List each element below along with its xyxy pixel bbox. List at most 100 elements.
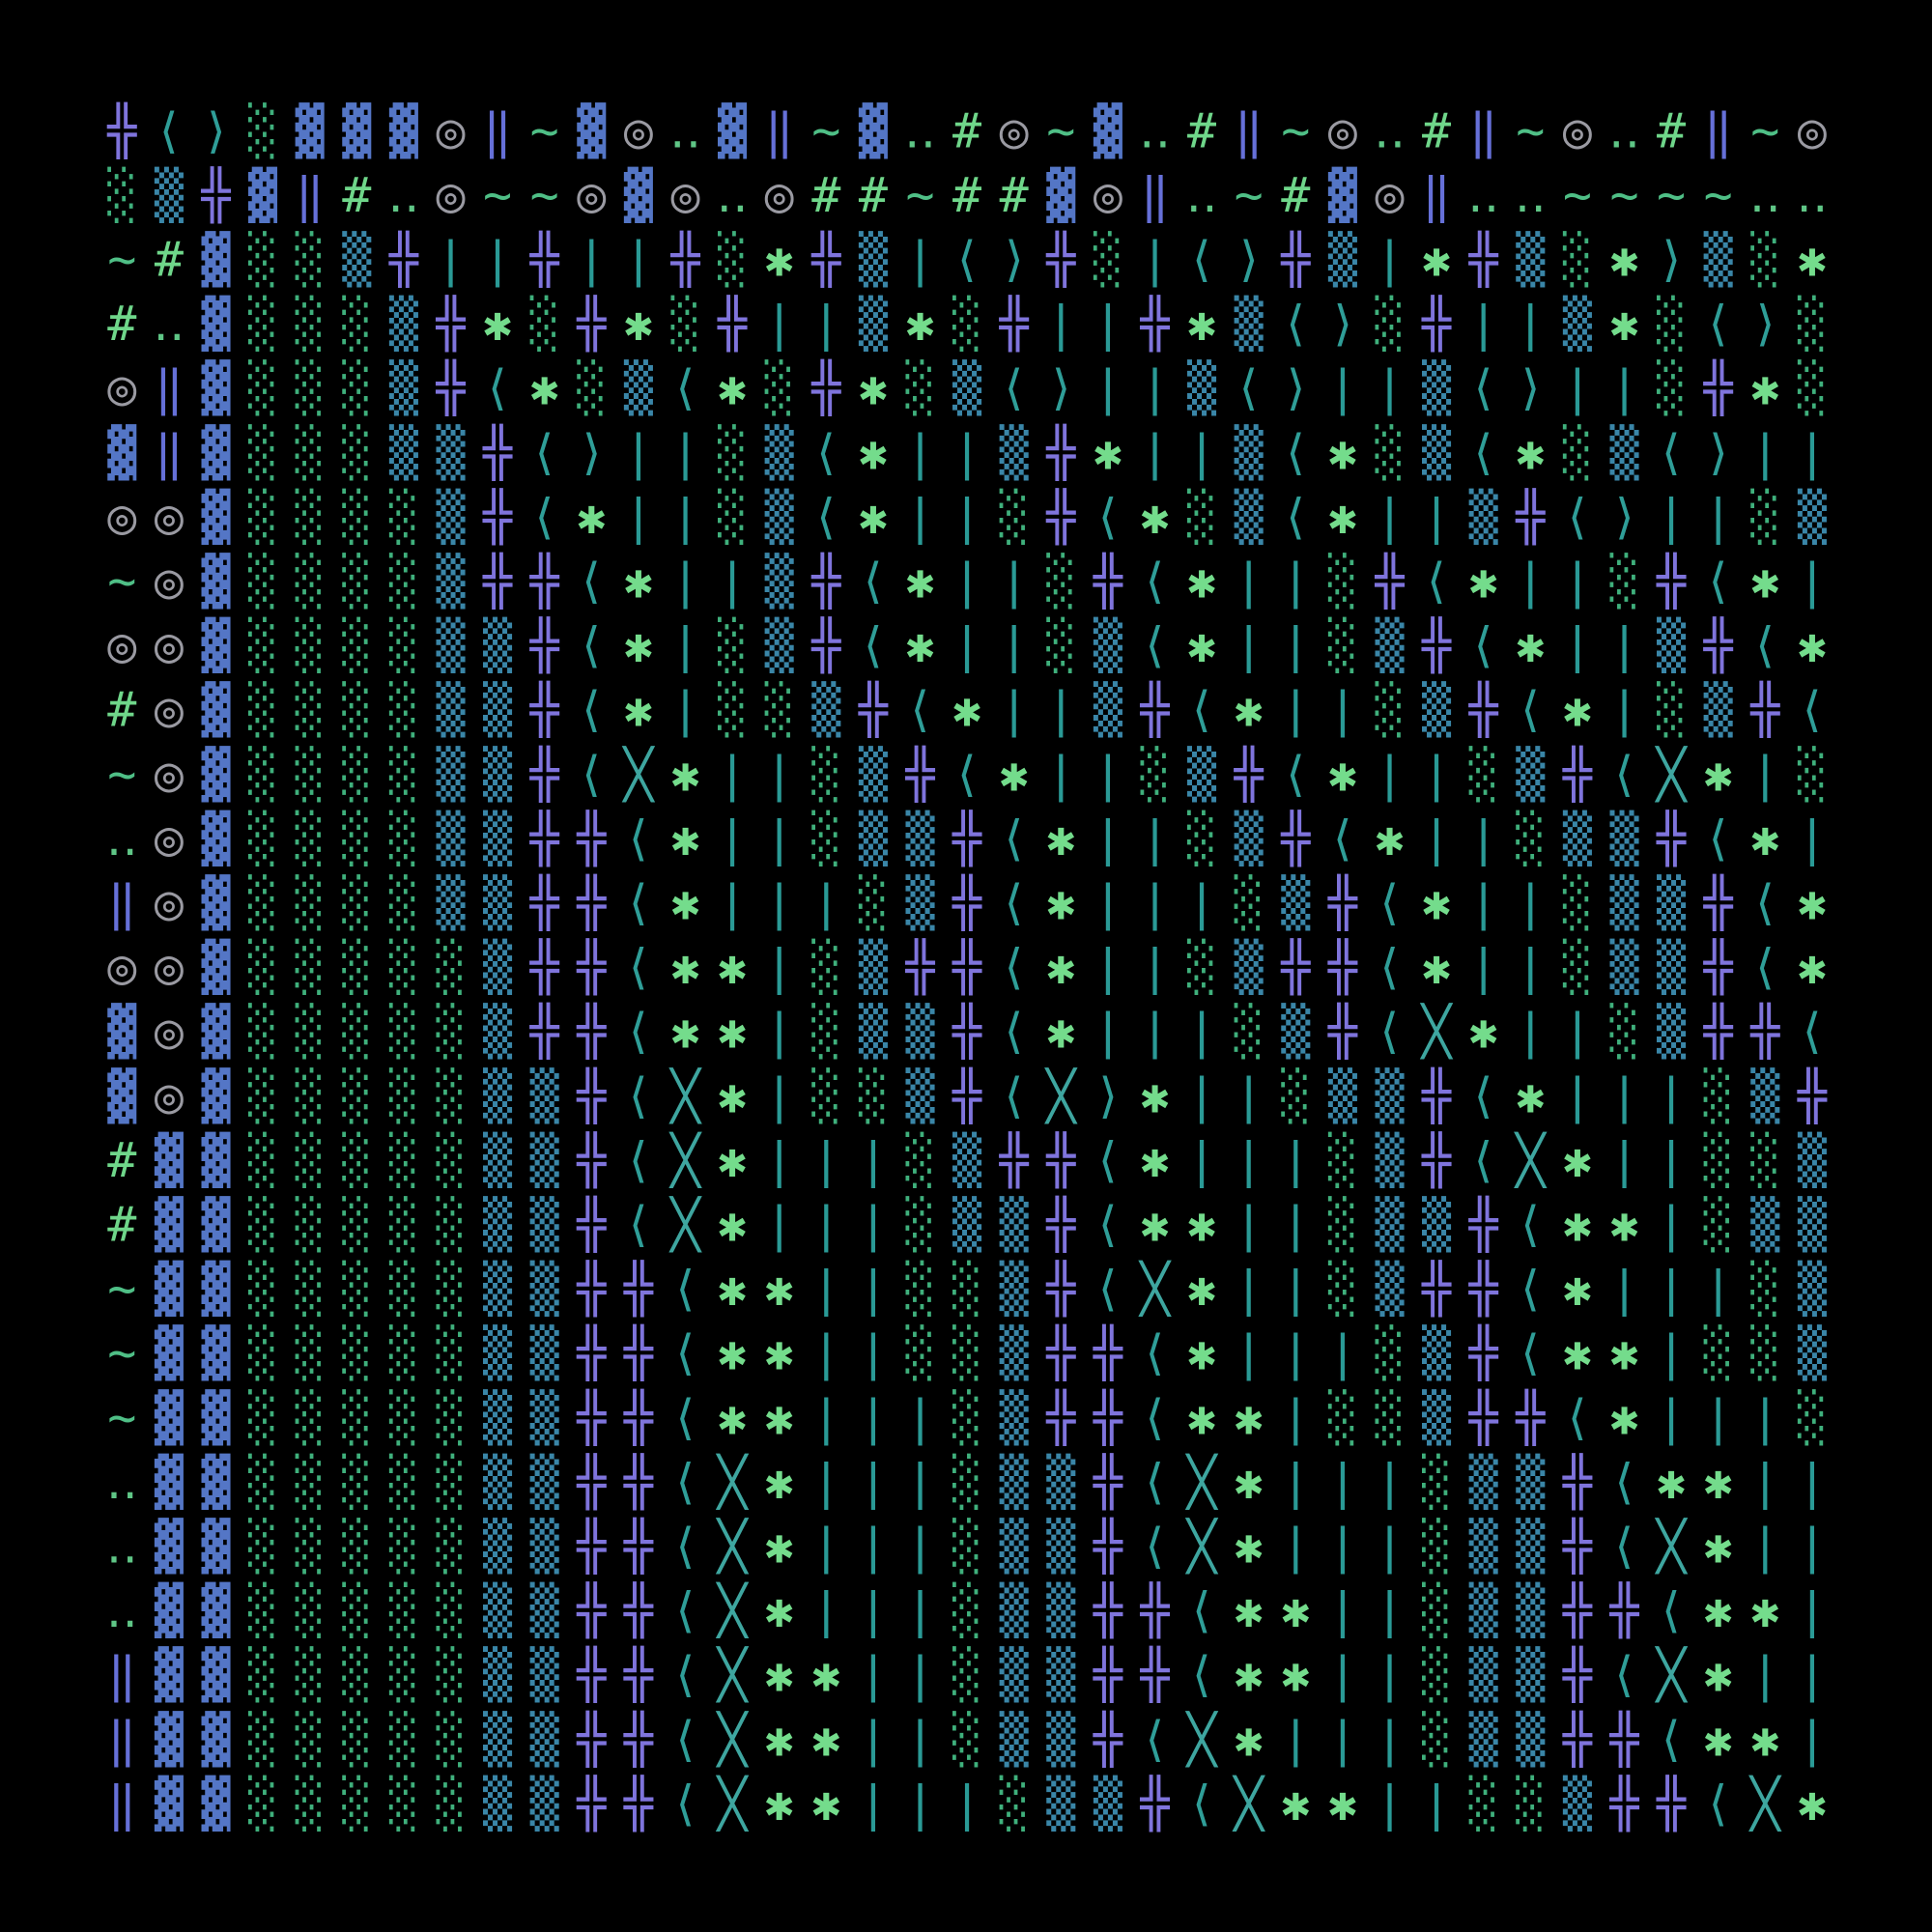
glyph: ▒ bbox=[1328, 231, 1358, 289]
glyph: ⟨ bbox=[905, 682, 934, 738]
glyph: ▒ bbox=[1469, 1646, 1499, 1704]
glyph: ◎ bbox=[155, 682, 184, 738]
glyph: ╬ bbox=[576, 1646, 607, 1704]
glyph: ⟨ bbox=[859, 554, 888, 610]
glyph: ✱ bbox=[1469, 1004, 1498, 1060]
glyph: ╬ bbox=[952, 1066, 982, 1124]
glyph: | bbox=[670, 554, 699, 610]
glyph: # bbox=[107, 1197, 136, 1253]
glyph: ⟨ bbox=[1750, 875, 1779, 931]
glyph: | bbox=[859, 1389, 888, 1445]
glyph: ╬ bbox=[576, 874, 607, 932]
glyph: # bbox=[952, 167, 981, 223]
glyph: ‖ bbox=[1704, 102, 1733, 158]
glyph: ░ bbox=[296, 488, 325, 546]
glyph: ░ bbox=[342, 1581, 371, 1639]
glyph: ╳ bbox=[1184, 1710, 1219, 1768]
glyph: | bbox=[1375, 232, 1404, 288]
glyph: ░ bbox=[342, 810, 371, 867]
glyph: ✱ bbox=[718, 360, 747, 416]
glyph: | bbox=[1094, 360, 1122, 416]
glyph: ~ bbox=[107, 232, 136, 288]
glyph: ✱ bbox=[1328, 1776, 1357, 1832]
glyph: ░ bbox=[296, 681, 325, 739]
glyph: | bbox=[1516, 875, 1545, 931]
glyph: ╬ bbox=[1703, 874, 1734, 932]
glyph: ⟨ bbox=[1609, 1647, 1638, 1703]
glyph: | bbox=[859, 1776, 888, 1832]
glyph: ~ bbox=[1563, 167, 1592, 223]
glyph: ░ bbox=[1750, 1131, 1779, 1189]
glyph: ╳ bbox=[1184, 1453, 1219, 1511]
glyph: | bbox=[1750, 746, 1779, 802]
glyph: ✱ bbox=[859, 424, 888, 480]
glyph: ✱ bbox=[670, 939, 699, 995]
glyph: | bbox=[952, 1776, 981, 1832]
glyph: ✱ bbox=[670, 875, 699, 931]
glyph: ░ bbox=[952, 1388, 981, 1446]
glyph: ░ bbox=[859, 1066, 888, 1124]
glyph: ▓ bbox=[577, 101, 607, 158]
glyph: ✱ bbox=[905, 296, 934, 352]
glyph: | bbox=[811, 1582, 840, 1638]
glyph: ░ bbox=[718, 231, 747, 289]
glyph: ╬ bbox=[623, 1388, 654, 1446]
glyph: | bbox=[952, 424, 981, 480]
glyph: | bbox=[1000, 682, 1029, 738]
glyph: ░ bbox=[248, 1581, 277, 1639]
glyph: ✱ bbox=[1235, 1389, 1264, 1445]
glyph: ▒ bbox=[483, 874, 513, 932]
glyph: ◎ bbox=[155, 554, 184, 610]
glyph: | bbox=[1516, 296, 1545, 352]
glyph: ░ bbox=[436, 1260, 465, 1318]
glyph: ▒ bbox=[483, 1710, 513, 1768]
glyph: ⟨ bbox=[1235, 360, 1264, 416]
glyph: ░ bbox=[342, 423, 371, 481]
glyph: ╬ bbox=[623, 1453, 654, 1511]
glyph: ▒ bbox=[1235, 423, 1264, 481]
glyph: ⟨ bbox=[1469, 360, 1498, 416]
glyph: ✱ bbox=[811, 1776, 840, 1832]
glyph: ╬ bbox=[576, 1003, 607, 1061]
glyph: ▒ bbox=[1000, 1324, 1030, 1382]
glyph: ╬ bbox=[1045, 1196, 1076, 1254]
glyph: | bbox=[1187, 1067, 1216, 1123]
glyph: ░ bbox=[342, 1003, 371, 1061]
glyph: ⟨ bbox=[1140, 1519, 1169, 1575]
glyph: ‥ bbox=[106, 1519, 138, 1575]
glyph: ▒ bbox=[1000, 1581, 1030, 1639]
glyph: | bbox=[1657, 1132, 1686, 1188]
glyph: ░ bbox=[436, 1646, 465, 1704]
glyph: | bbox=[1375, 1582, 1404, 1638]
glyph: | bbox=[1563, 617, 1592, 673]
glyph: ⟨ bbox=[155, 102, 184, 158]
glyph: ▒ bbox=[1187, 745, 1217, 803]
glyph: ░ bbox=[248, 681, 277, 739]
glyph: ⟨ bbox=[624, 1197, 653, 1253]
glyph: ‥ bbox=[387, 167, 419, 223]
glyph: ◎ bbox=[1563, 102, 1592, 158]
glyph: ⟨ bbox=[1469, 424, 1498, 480]
glyph-row: ▓◎▓░░░░░▒▒╬⟨╳✱|░░▒╬⟨╳⟩✱||░▒▒╬⟨✱|||░▒╬╬⟨✱ bbox=[107, 1066, 1932, 1124]
glyph: ░ bbox=[296, 1710, 325, 1768]
glyph: ▓ bbox=[155, 1775, 185, 1832]
glyph: ‖ bbox=[1235, 102, 1264, 158]
glyph: ~ bbox=[107, 1261, 136, 1317]
glyph: ✱ bbox=[765, 1647, 794, 1703]
glyph: | bbox=[1000, 554, 1029, 610]
glyph: ░ bbox=[577, 359, 606, 417]
glyph: ▒ bbox=[1422, 423, 1452, 481]
glyph: ⟨ bbox=[624, 1067, 653, 1123]
glyph: ✱ bbox=[1704, 1454, 1733, 1510]
glyph: ⟨ bbox=[1187, 232, 1216, 288]
glyph: ░ bbox=[952, 1324, 981, 1382]
glyph: ▒ bbox=[483, 616, 513, 674]
glyph: ╳ bbox=[1232, 1775, 1266, 1833]
glyph: ✱ bbox=[1704, 1711, 1733, 1767]
glyph: ▓ bbox=[201, 1388, 231, 1445]
glyph: ░ bbox=[436, 938, 465, 996]
glyph: ╬ bbox=[1703, 616, 1734, 674]
glyph: ⟨ bbox=[1140, 1711, 1169, 1767]
glyph: ▒ bbox=[1798, 488, 1828, 546]
glyph: ░ bbox=[389, 1196, 418, 1254]
